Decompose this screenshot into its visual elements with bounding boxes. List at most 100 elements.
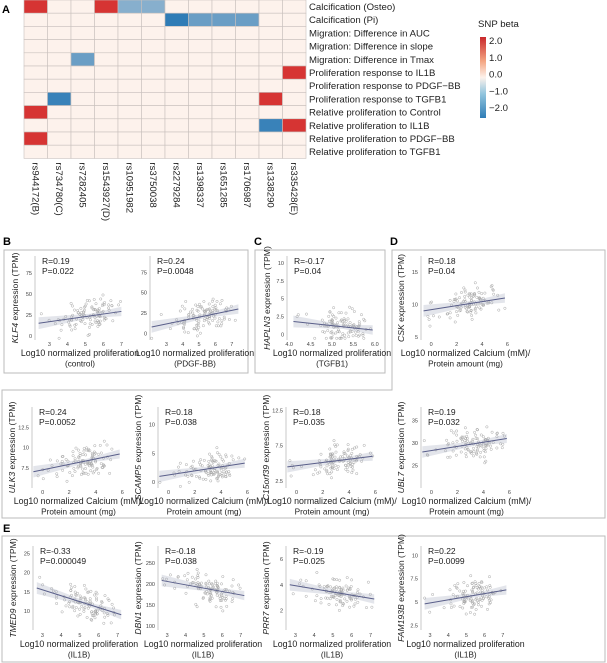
data-point xyxy=(325,468,329,472)
heatmap-cell xyxy=(94,118,119,133)
data-point xyxy=(194,581,198,585)
data-point xyxy=(458,605,462,609)
x-tick-label: 6 xyxy=(97,633,100,639)
data-point xyxy=(326,596,330,600)
data-point xyxy=(474,311,478,315)
data-point xyxy=(354,459,358,463)
data-point xyxy=(467,292,471,296)
data-point xyxy=(224,453,228,457)
data-point xyxy=(96,452,100,456)
data-point xyxy=(70,593,73,597)
data-point xyxy=(478,455,482,459)
data-point xyxy=(119,300,122,303)
heatmap-cell xyxy=(211,92,236,106)
panel-c-frame xyxy=(254,249,386,374)
r-value: R=-0.33 xyxy=(40,546,71,556)
scatter-plot-klf4-pdgf: 0 25 50 75 3 4 5 6 7 R=0.24P=0.0048 Log10 normaliz… xyxy=(136,256,254,369)
regression-line xyxy=(38,310,122,324)
data-point xyxy=(204,573,208,577)
panel-b-frame xyxy=(3,249,249,374)
x-tick-label: 5 xyxy=(198,342,201,348)
data-point xyxy=(456,313,460,317)
scatter-plot-klf4: 0 25 50 75 3 4 5 6 7 R=0.19P=0.022 Log10 normalize… xyxy=(10,252,139,368)
data-point xyxy=(456,582,460,586)
heatmap-cell xyxy=(47,78,72,93)
data-point xyxy=(214,579,218,583)
data-point xyxy=(338,578,342,582)
x-tick-label: 0 xyxy=(430,490,433,496)
data-point xyxy=(84,453,88,457)
data-point xyxy=(60,455,64,459)
heatmap-cell xyxy=(23,118,48,133)
data-point xyxy=(100,601,104,604)
y-axis-unit: expression (TPM) xyxy=(133,541,143,611)
heatmap-cell xyxy=(258,78,283,93)
data-point xyxy=(99,451,103,455)
data-point xyxy=(336,465,340,468)
data-point xyxy=(482,455,486,459)
data-point xyxy=(319,601,323,605)
x-tick-label: 6 xyxy=(350,633,353,639)
data-point xyxy=(340,588,344,591)
heatmap-cell xyxy=(117,92,142,106)
data-point xyxy=(463,600,467,604)
data-point xyxy=(455,439,459,443)
data-point xyxy=(185,578,189,582)
data-point xyxy=(68,600,72,604)
data-point xyxy=(476,286,479,290)
heatmap-cell xyxy=(188,92,213,106)
data-point xyxy=(358,453,362,457)
data-point xyxy=(218,594,221,598)
x-tick-label: 5 xyxy=(202,633,205,639)
data-point xyxy=(469,308,473,312)
data-point xyxy=(475,586,479,590)
y-axis-label: C15orf39 expression (TPM) xyxy=(261,395,271,501)
y-tick-label: 15 xyxy=(24,590,30,596)
panel-d-frame xyxy=(1,249,606,519)
heatmap-row-label: Proliferation response to TGFB1 xyxy=(309,94,446,105)
data-point xyxy=(94,611,98,615)
data-point xyxy=(479,307,483,311)
heatmap-cell xyxy=(94,52,119,67)
data-point xyxy=(464,589,467,593)
data-point xyxy=(472,454,475,458)
y-tick-label: 10 xyxy=(23,446,29,452)
data-point xyxy=(230,454,234,458)
heatmap-column-label: rs1543927(D) xyxy=(100,162,111,221)
data-point xyxy=(463,305,467,309)
data-point xyxy=(344,463,348,467)
heatmap-cell xyxy=(23,131,48,146)
y-tick-label: 10 xyxy=(24,609,30,615)
data-point xyxy=(187,313,191,316)
data-point xyxy=(432,314,435,318)
data-point xyxy=(295,315,299,319)
heatmap-cell xyxy=(164,52,189,67)
data-point xyxy=(86,461,90,465)
data-point xyxy=(428,610,432,614)
data-point xyxy=(107,308,111,312)
data-point xyxy=(199,458,203,462)
regression-line xyxy=(423,297,505,312)
data-point xyxy=(472,602,476,606)
gene-name: FAM193B xyxy=(396,604,406,642)
data-point xyxy=(85,600,89,604)
data-point xyxy=(55,475,59,479)
data-point xyxy=(448,455,452,459)
data-point xyxy=(54,590,58,594)
data-point xyxy=(451,441,455,445)
heatmap-column-label: rs1338290 xyxy=(264,162,275,207)
data-point xyxy=(176,322,180,325)
y-tick-label: 75 xyxy=(141,270,147,276)
data-point xyxy=(81,467,85,471)
data-point xyxy=(334,450,338,454)
p-value: P=0.035 xyxy=(293,417,325,427)
gene-name: TMED9 xyxy=(8,608,18,637)
y-axis-unit: expression (TPM) xyxy=(133,395,143,465)
data-point xyxy=(177,469,181,473)
data-point xyxy=(339,336,343,340)
heatmap-cell xyxy=(258,144,283,159)
data-point xyxy=(90,323,94,326)
data-point xyxy=(479,298,482,302)
p-value: P=0.038 xyxy=(165,417,197,427)
data-point xyxy=(199,305,203,309)
